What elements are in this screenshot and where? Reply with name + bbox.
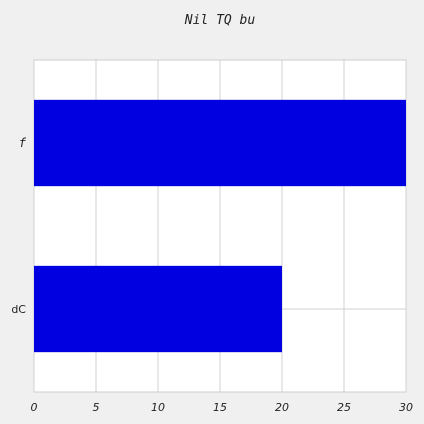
- chart-title: Nil TQ bu: [184, 13, 256, 28]
- x-tick-label: 0: [31, 401, 38, 414]
- x-tick-label: 5: [93, 401, 100, 414]
- y-tick-label: f: [19, 136, 27, 150]
- bars: [34, 99, 406, 353]
- y-tick-label: dC: [11, 303, 26, 316]
- x-tick-label: 30: [399, 401, 413, 414]
- x-tick-label: 15: [213, 401, 227, 414]
- y-axis-ticks: f dC: [11, 136, 26, 316]
- x-axis-ticks: 0 5 10 15 20 25 30: [31, 401, 414, 414]
- bar-f: [34, 99, 406, 187]
- x-tick-label: 10: [151, 401, 165, 414]
- x-tick-label: 25: [337, 401, 351, 414]
- bar-dC: [34, 265, 282, 353]
- x-tick-label: 20: [275, 401, 289, 414]
